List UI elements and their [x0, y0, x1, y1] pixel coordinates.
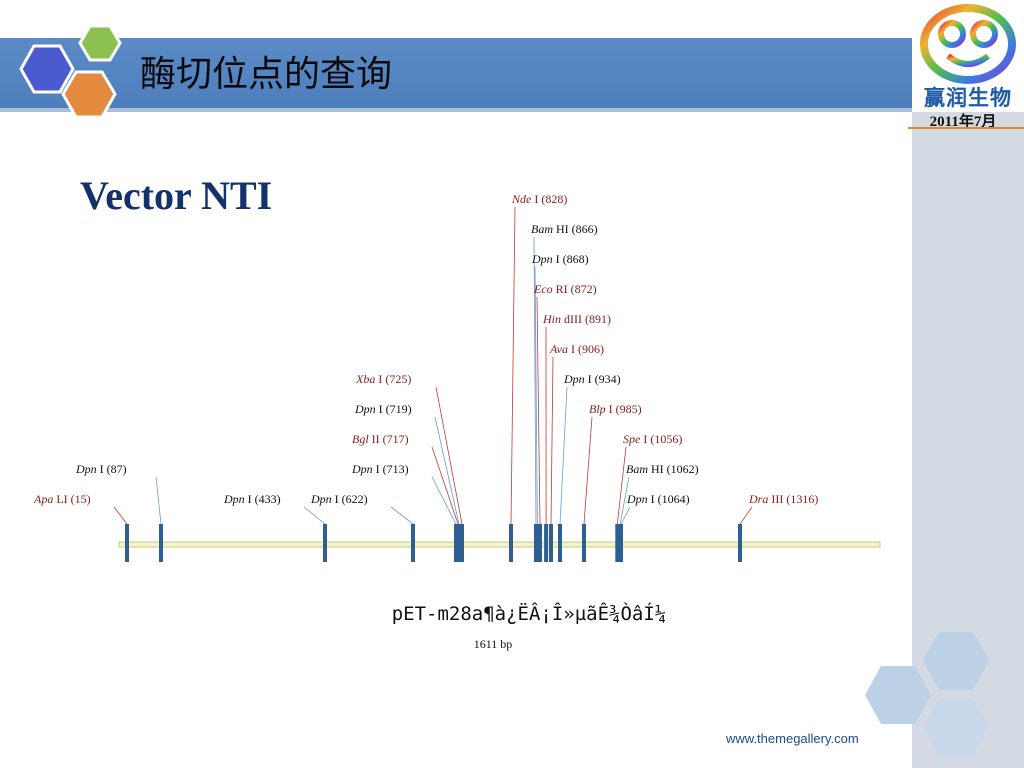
- leader-line: [616, 446, 627, 525]
- site-label: Dpn I (433): [223, 492, 281, 506]
- cut-site-tick: [535, 524, 540, 562]
- plasmid-size: 1611 bp: [474, 637, 513, 651]
- title-bar-shadow: [0, 108, 912, 112]
- decorative-hexagons-icon: [865, 632, 989, 756]
- site-label: Dpn I (934): [563, 372, 621, 386]
- leader-line: [533, 236, 537, 525]
- cut-site-ticks: [125, 524, 742, 562]
- site-label: Bgl II (717): [352, 432, 409, 446]
- cut-site-tick: [619, 524, 623, 562]
- site-label: Hin dIII (891): [542, 312, 611, 326]
- slide-heading: Vector NTI: [80, 173, 273, 218]
- site-label: Dra III (1316): [748, 492, 818, 506]
- site-label: Dpn I (713): [351, 462, 409, 476]
- cut-site-tick: [457, 524, 461, 562]
- cut-site-tick: [558, 524, 562, 562]
- site-label: Bam HI (1062): [626, 462, 699, 476]
- site-label: Apa LI (15): [33, 492, 91, 506]
- cut-site-tick: [460, 524, 464, 562]
- date-label: 2011年7月: [929, 114, 997, 130]
- site-label: Nde I (828): [511, 192, 567, 206]
- cut-site-tick: [738, 524, 742, 562]
- leader-line: [619, 476, 630, 525]
- rainbow-face-icon: [920, 4, 1016, 84]
- site-labels: Apa LI (15) Dpn I (87) Dpn I (433) Dpn I (6…: [33, 192, 818, 506]
- cut-site-tick: [323, 524, 327, 562]
- cut-site-tick: [125, 524, 129, 562]
- plasmid-name: pET-m28a¶à¿ËÂ¡Î»µãÊ¾ÒâÍ¼: [392, 601, 667, 625]
- cut-site-tick: [411, 524, 415, 562]
- site-label: Dpn I (1064): [626, 492, 690, 506]
- leader-line: [434, 416, 460, 525]
- leader-line: [155, 476, 162, 525]
- site-label: Blp I (985): [589, 402, 642, 416]
- leader-lines: [113, 206, 753, 525]
- cut-site-tick: [159, 524, 163, 562]
- site-label: Dpn I (868): [531, 252, 589, 266]
- site-label: Eco RI (872): [533, 282, 597, 296]
- site-label: Xba I (725): [355, 372, 411, 386]
- leader-line: [435, 386, 463, 525]
- leader-line: [550, 356, 554, 525]
- leader-line: [431, 446, 459, 525]
- cut-site-tick: [544, 524, 549, 562]
- leader-line: [390, 506, 414, 525]
- leader-line: [739, 506, 753, 525]
- cut-site-tick: [582, 524, 586, 562]
- title-bar: [0, 38, 912, 108]
- site-label: Bam HI (866): [531, 222, 598, 236]
- brand-logo: [912, 0, 1024, 112]
- brand-name: 赢润生物: [924, 86, 1012, 110]
- cut-site-tick: [509, 524, 513, 562]
- site-label: Spe I (1056): [623, 432, 682, 446]
- hexagon-logo-icon: [19, 24, 122, 119]
- leader-line: [536, 296, 541, 525]
- restriction-map: Apa LI (15) Dpn I (87) Dpn I (433) Dpn I (6…: [33, 192, 881, 651]
- leader-line: [534, 266, 538, 525]
- site-label: Ava I (906): [549, 342, 604, 356]
- cut-site-tick: [615, 524, 620, 562]
- leader-line: [583, 416, 593, 525]
- plasmid-backbone: [118, 541, 881, 548]
- footer-url: www.themegallery.com: [726, 731, 859, 746]
- leader-line: [620, 506, 631, 525]
- leader-line: [303, 506, 326, 525]
- date-underline: [908, 127, 1024, 129]
- cut-site-tick: [538, 524, 542, 562]
- site-label: Dpn I (87): [75, 462, 127, 476]
- site-label: Dpn I (719): [354, 402, 412, 416]
- page-title: 酶切位点的查询: [140, 54, 393, 95]
- leader-line: [431, 476, 457, 525]
- leader-line: [113, 506, 128, 525]
- cut-site-tick: [549, 524, 553, 562]
- leader-line: [559, 386, 568, 525]
- site-label: Dpn I (622): [310, 492, 368, 506]
- leader-line: [510, 206, 516, 525]
